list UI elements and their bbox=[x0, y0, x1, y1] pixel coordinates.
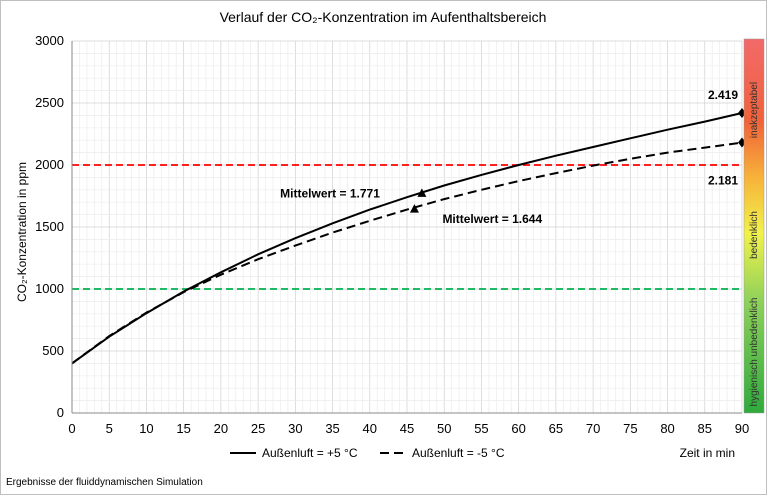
end-value-label: 2.181 bbox=[708, 174, 738, 188]
y-tick-label: 2000 bbox=[35, 157, 64, 172]
grid bbox=[71, 40, 743, 414]
chart-title: Verlauf der CO₂-Konzentration im Aufenth… bbox=[220, 9, 547, 25]
legend: Außenluft = +5 °C Außenluft = -5 °C bbox=[230, 446, 505, 460]
end-value-label: 2.419 bbox=[708, 88, 738, 102]
colorbar: hygienisch unbedenklich bedenklich inakzep… bbox=[743, 38, 765, 414]
x-tick-label: 30 bbox=[288, 421, 302, 436]
mean-marker bbox=[409, 204, 419, 213]
colorbar-label: hygienisch unbedenklich bbox=[749, 298, 760, 407]
x-tick-label: 25 bbox=[251, 421, 265, 436]
y-tick-label: 1000 bbox=[35, 281, 64, 296]
x-tick-label: 60 bbox=[511, 421, 525, 436]
x-tick-label: 65 bbox=[549, 421, 563, 436]
colorbar-rect bbox=[743, 38, 765, 414]
x-tick-label: 85 bbox=[698, 421, 712, 436]
reference-lines bbox=[72, 164, 742, 290]
x-tick-label: 45 bbox=[400, 421, 414, 436]
x-tick-label: 90 bbox=[735, 421, 749, 436]
x-tick-label: 40 bbox=[363, 421, 377, 436]
x-tick-label: 80 bbox=[660, 421, 674, 436]
colorbar-label: bedenklich bbox=[749, 211, 760, 259]
axes: 0 5 10 15 20 25 30 35 40 45 50 55 60 65 70 75 80 85 90 0 500… bbox=[35, 33, 749, 436]
x-tick-label: 20 bbox=[214, 421, 228, 436]
mean-label: Mittelwert = 1.771 bbox=[280, 186, 380, 200]
x-tick-label: 0 bbox=[68, 421, 75, 436]
mean-label: Mittelwert = 1.644 bbox=[442, 212, 542, 226]
series-line bbox=[71, 141, 743, 365]
x-tick-label: 15 bbox=[176, 421, 190, 436]
x-tick-label: 75 bbox=[623, 421, 637, 436]
footnote: Ergebnisse der fluiddynamischen Simulati… bbox=[6, 477, 203, 488]
y-tick-label: 2500 bbox=[35, 95, 64, 110]
x-tick-label: 10 bbox=[139, 421, 153, 436]
y-tick-label: 0 bbox=[57, 405, 64, 420]
y-tick-label: 3000 bbox=[35, 33, 64, 48]
legend-label: Außenluft = +5 °C bbox=[262, 446, 358, 460]
y-tick-label: 500 bbox=[42, 343, 64, 358]
x-tick-label: 5 bbox=[106, 421, 113, 436]
x-tick-label: 55 bbox=[474, 421, 488, 436]
y-tick-label: 1500 bbox=[35, 219, 64, 234]
colorbar-label: inakzeptabel bbox=[749, 82, 760, 138]
legend-label: Außenluft = -5 °C bbox=[412, 446, 505, 460]
x-tick-label: 50 bbox=[437, 421, 451, 436]
mean-marker bbox=[417, 188, 427, 197]
labels: Verlauf der CO₂-Konzentration im Aufenth… bbox=[15, 9, 738, 460]
x-axis-label: Zeit in min bbox=[680, 446, 735, 460]
x-tick-label: 35 bbox=[325, 421, 339, 436]
x-tick-label: 70 bbox=[586, 421, 600, 436]
y-axis-label: CO₂-Konzentration in ppm bbox=[15, 162, 29, 302]
